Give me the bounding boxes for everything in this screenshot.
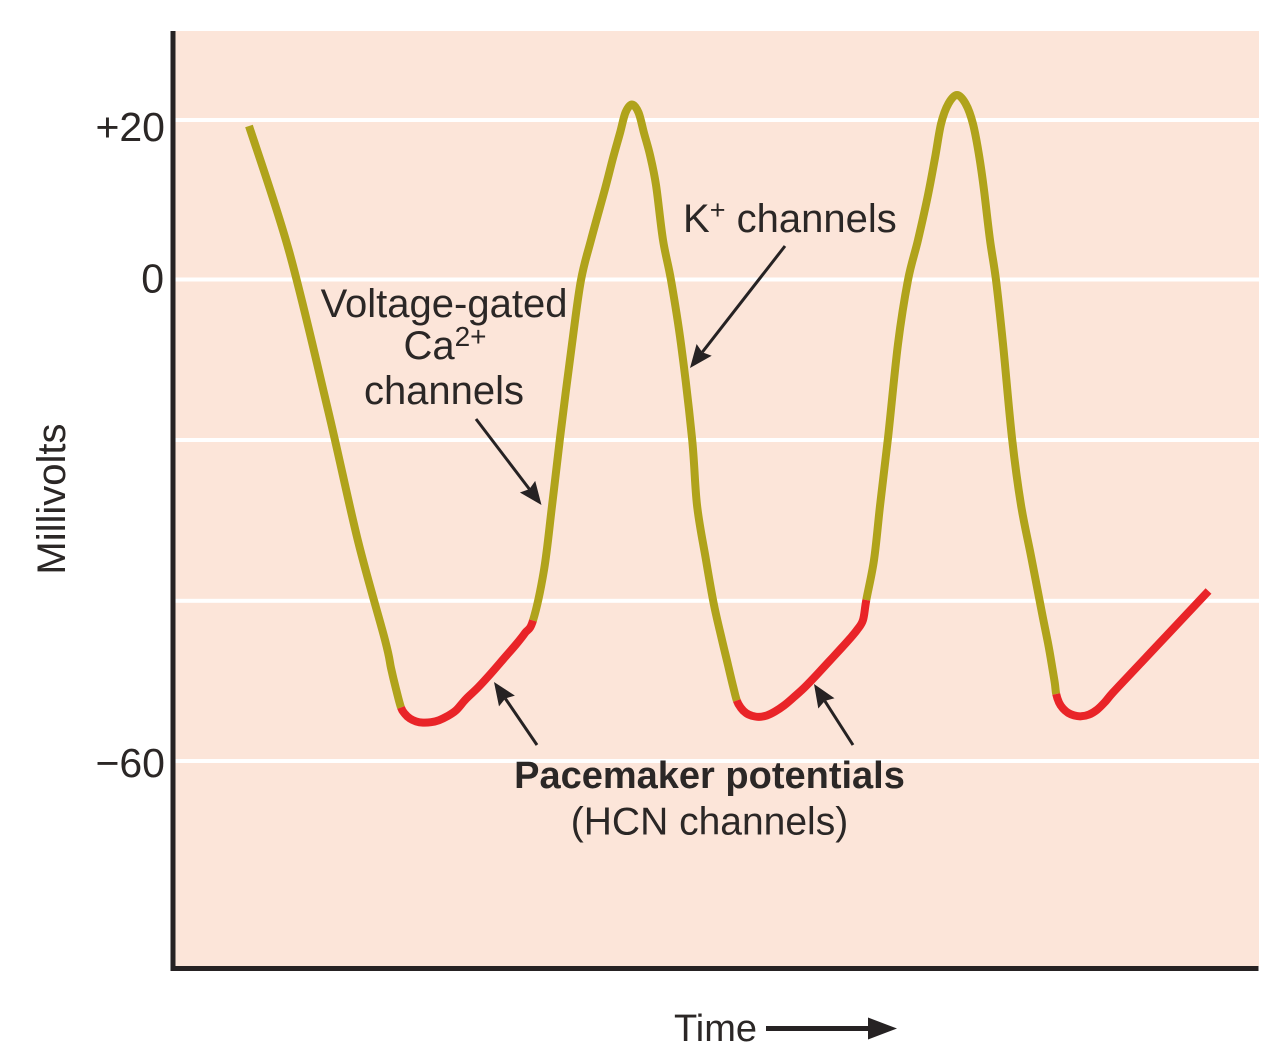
svg-text:Pacemaker potentials: Pacemaker potentials	[514, 755, 905, 797]
svg-text:Time: Time	[674, 1008, 757, 1050]
svg-text:K+ channels: K+ channels	[683, 195, 897, 241]
svg-text:Millivolts: Millivolts	[30, 423, 74, 574]
svg-text:0: 0	[141, 256, 164, 302]
svg-text:(HCN channels): (HCN channels)	[571, 801, 848, 844]
svg-text:channels: channels	[364, 369, 524, 413]
svg-text:−60: −60	[95, 740, 165, 786]
svg-text:+20: +20	[95, 104, 165, 150]
svg-text:Voltage-gated: Voltage-gated	[321, 282, 568, 326]
